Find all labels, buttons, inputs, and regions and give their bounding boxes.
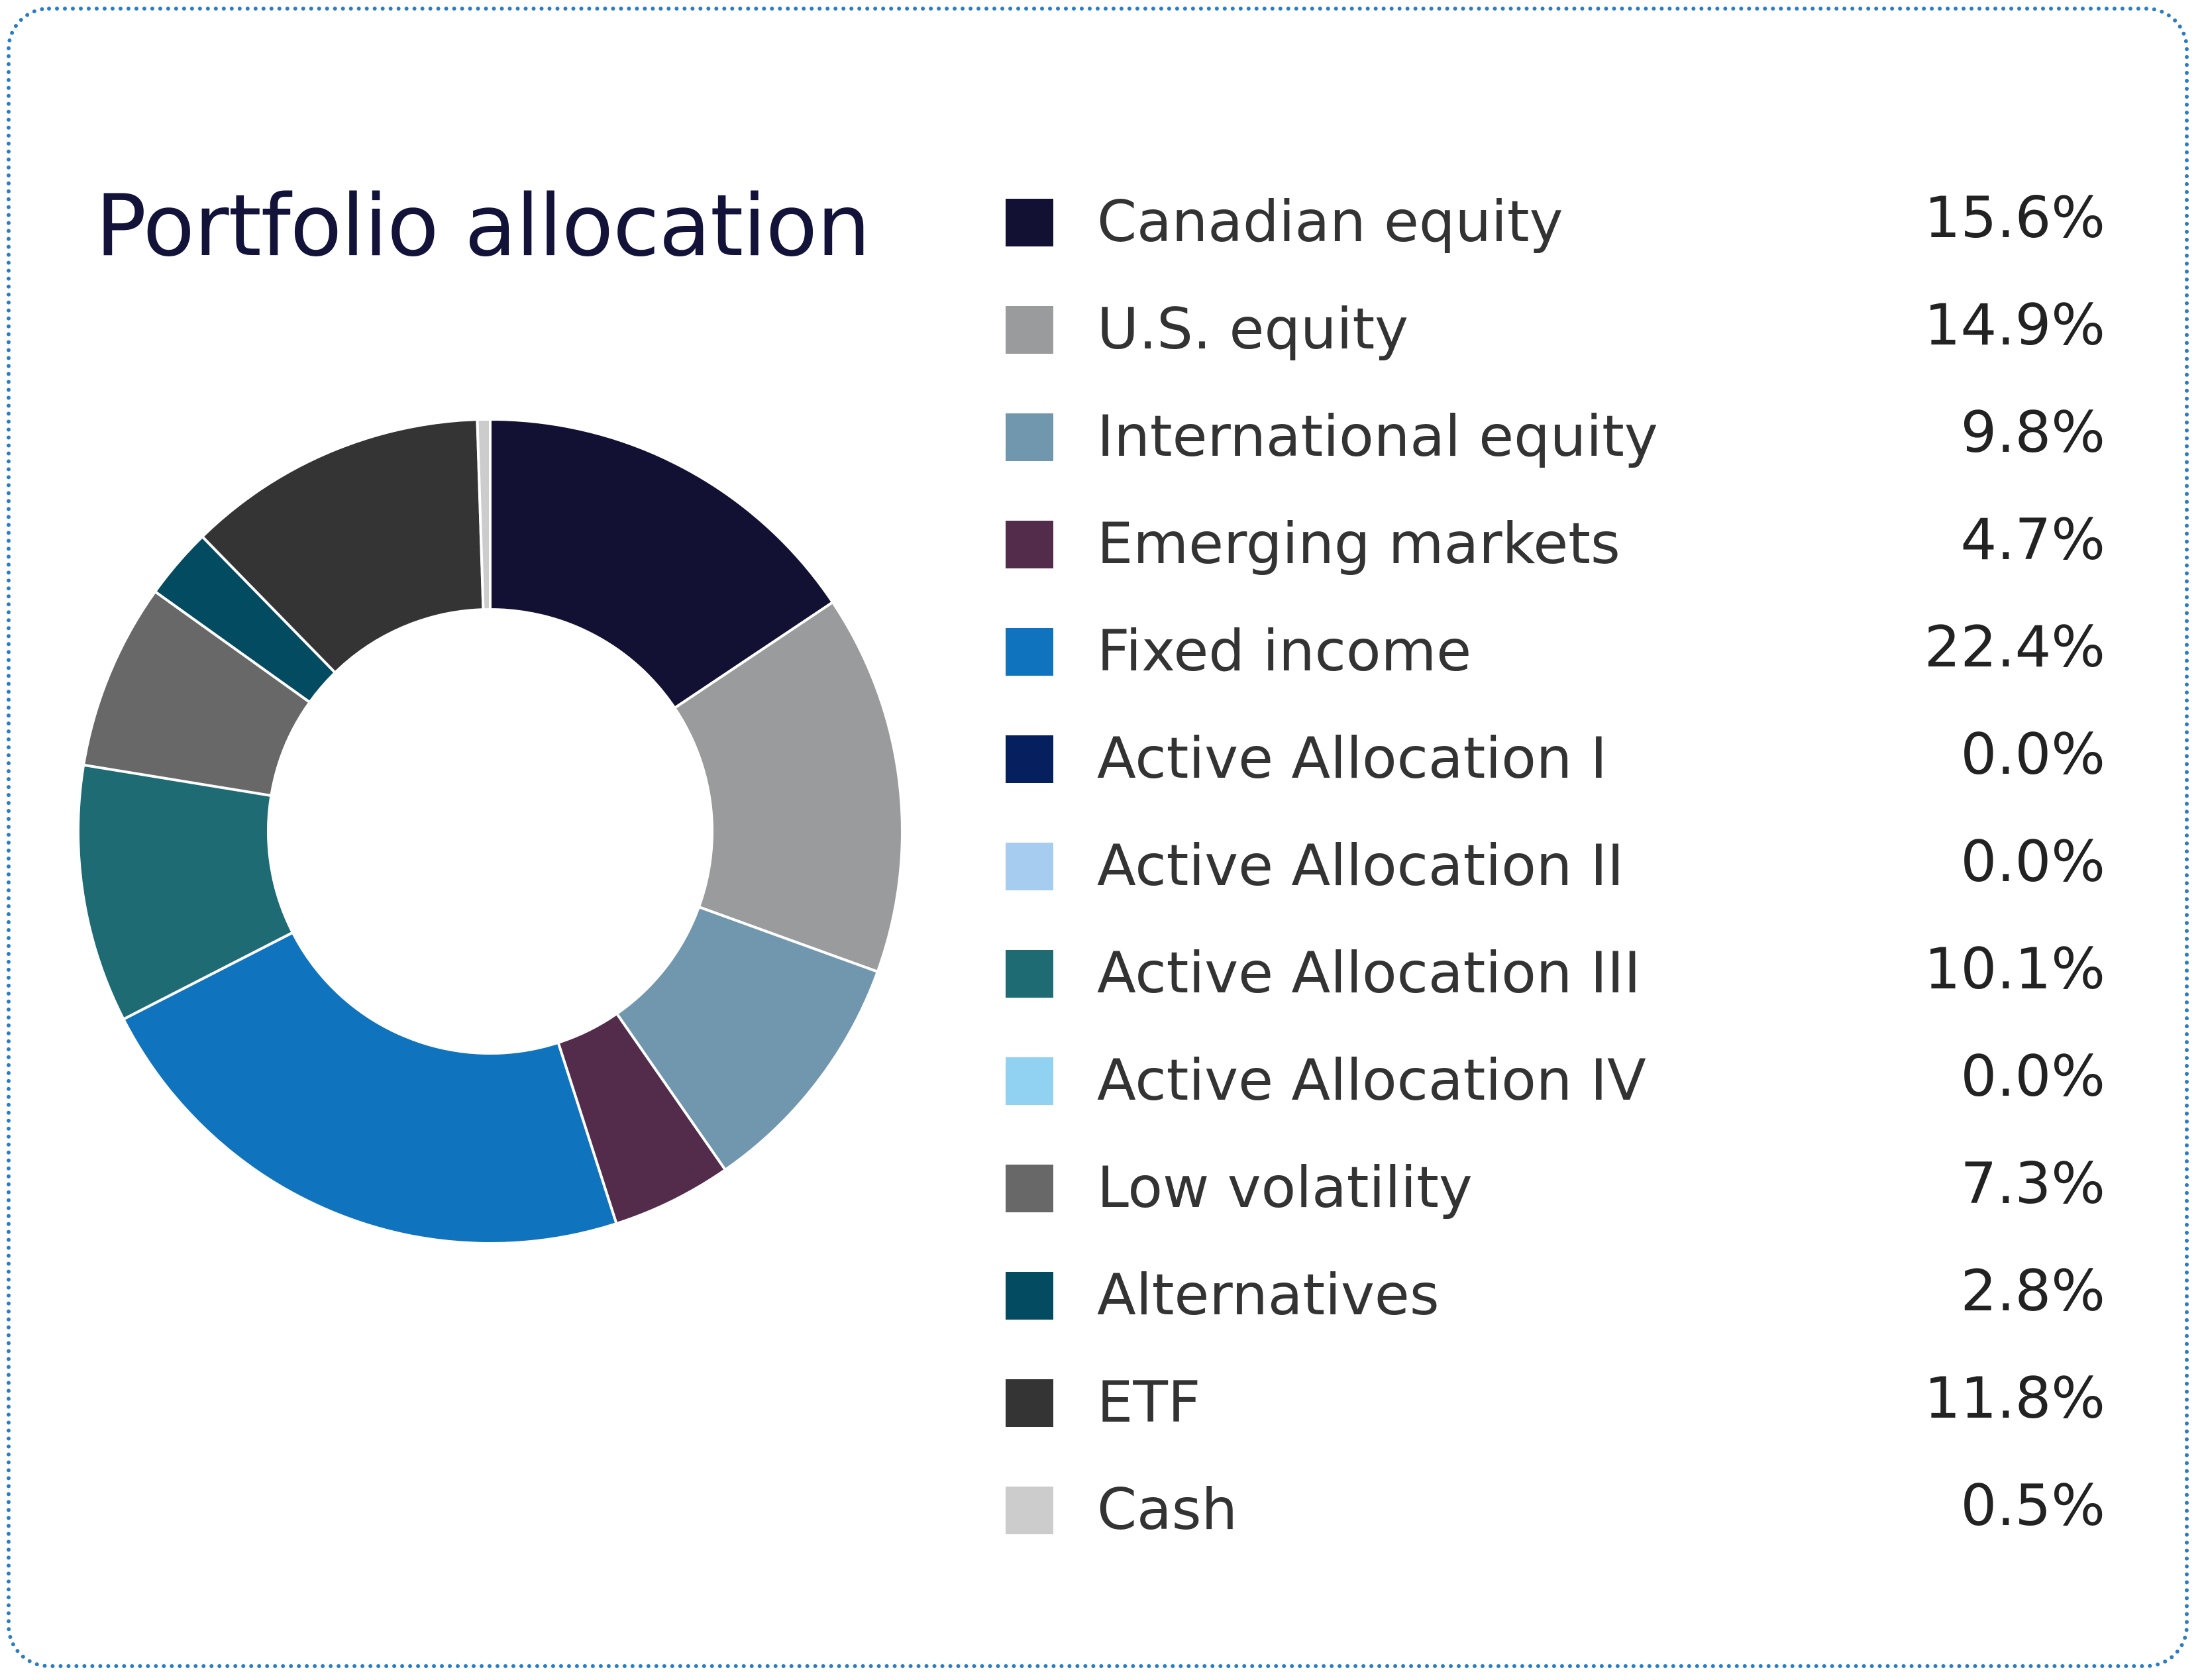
legend-row-active-allocation-iv: Active Allocation IV 0.0% (1006, 1045, 2105, 1112)
legend-swatch (1006, 199, 1053, 246)
donut-slice-international-equity (615, 905, 880, 1172)
legend-value: 9.8% (1960, 399, 2106, 466)
legend-value: 0.0% (1960, 829, 2106, 895)
legend-value: 15.6% (1924, 185, 2105, 251)
legend-swatch (1006, 1487, 1053, 1534)
legend-label: Fixed income (1097, 618, 1472, 684)
legend-value: 0.5% (1960, 1473, 2106, 1539)
legend-label: ETF (1097, 1369, 1201, 1436)
legend-row-fixed-income: Fixed income 22.4% (1006, 616, 2105, 682)
legend-swatch (1006, 950, 1053, 998)
donut-slice-fixed-income (121, 931, 619, 1245)
legend-row-etf: ETF 11.8% (1006, 1367, 2105, 1434)
legend-value: 2.8% (1960, 1258, 2106, 1324)
legend-swatch (1006, 1165, 1053, 1212)
legend-row-active-allocation-i: Active Allocation I 0.0% (1006, 723, 2105, 790)
donut-slice-canadian-equity (489, 417, 835, 710)
legend-label: Low volatility (1097, 1155, 1473, 1221)
donut-slice-etf (200, 418, 485, 675)
legend-value: 7.3% (1960, 1151, 2106, 1217)
legend-row-cash: Cash 0.5% (1006, 1475, 2105, 1541)
donut-slice-cash (476, 417, 492, 611)
legend-row-active-allocation-iii: Active Allocation III 10.1% (1006, 938, 2105, 1004)
legend-swatch (1006, 306, 1053, 354)
legend-swatch (1006, 1272, 1053, 1320)
legend-label: Canadian equity (1097, 189, 1563, 255)
legend-row-active-allocation-ii: Active Allocation II 0.0% (1006, 831, 2105, 897)
legend-value: 4.7% (1960, 507, 2106, 573)
legend-label: Active Allocation II (1097, 833, 1624, 899)
legend-swatch (1006, 843, 1053, 890)
legend-label: Active Allocation I (1097, 725, 1608, 792)
chart-title: Portfolio allocation (95, 177, 870, 276)
legend-row-u-s-equity: U.S. equity 14.9% (1006, 294, 2105, 360)
legend-row-alternatives: Alternatives 2.8% (1006, 1260, 2105, 1326)
legend-label: Cash (1097, 1477, 1238, 1543)
legend-value: 10.1% (1924, 936, 2105, 1002)
legend-label: Active Allocation III (1097, 940, 1641, 1006)
legend-swatch (1006, 735, 1053, 783)
legend-value: 0.0% (1960, 721, 2106, 788)
legend-label: Emerging markets (1097, 511, 1620, 577)
donut-slice-active-allocation-iii (77, 763, 295, 1022)
legend-label: Active Allocation IV (1097, 1047, 1646, 1114)
legend-value: 14.9% (1924, 292, 2105, 358)
legend-swatch (1006, 628, 1053, 676)
legend-label: Alternatives (1097, 1262, 1440, 1328)
legend-value: 11.8% (1924, 1365, 2105, 1432)
legend-row-international-equity: International equity 9.8% (1006, 401, 2105, 468)
legend-label: International equity (1097, 403, 1658, 470)
legend-value: 22.4% (1924, 614, 2105, 680)
allocation-card: Portfolio allocation (7, 7, 2189, 1668)
legend-row-canadian-equity: Canadian equity 15.6% (1006, 187, 2105, 253)
legend-label: U.S. equity (1097, 296, 1409, 362)
legend-swatch (1006, 521, 1053, 568)
legend-row-emerging-markets: Emerging markets 4.7% (1006, 509, 2105, 575)
legend-swatch (1006, 1379, 1053, 1427)
legend-value: 0.0% (1960, 1043, 2106, 1110)
donut-slice-u-s-equity (672, 600, 904, 974)
legend-swatch (1006, 413, 1053, 461)
legend-swatch (1006, 1057, 1053, 1105)
legend-row-low-volatility: Low volatility 7.3% (1006, 1153, 2105, 1219)
